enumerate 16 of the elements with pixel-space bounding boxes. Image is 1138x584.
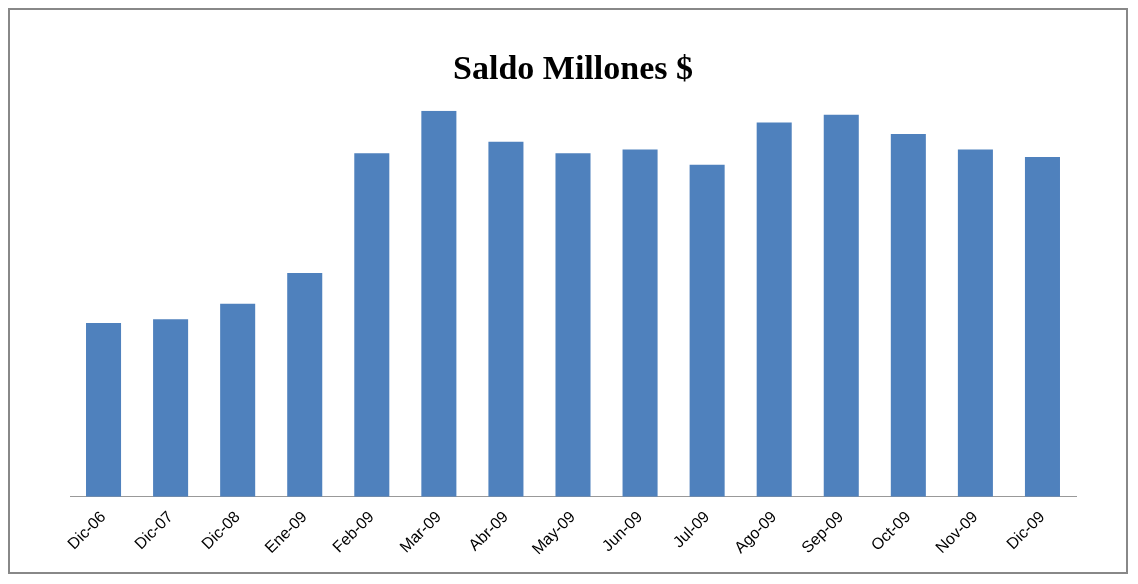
bar (153, 319, 189, 497)
bar (622, 149, 658, 497)
bar (421, 110, 457, 497)
bar (756, 122, 792, 497)
bar (957, 149, 993, 497)
bar (287, 272, 323, 497)
bar (354, 153, 390, 497)
bar (689, 164, 725, 497)
chart-title: Saldo Millones $ (453, 49, 693, 87)
bar (488, 141, 524, 497)
bar (890, 133, 926, 497)
bar (86, 323, 122, 497)
bar (1024, 157, 1060, 497)
bar (823, 114, 859, 497)
bar (555, 153, 591, 497)
bar (220, 303, 256, 497)
